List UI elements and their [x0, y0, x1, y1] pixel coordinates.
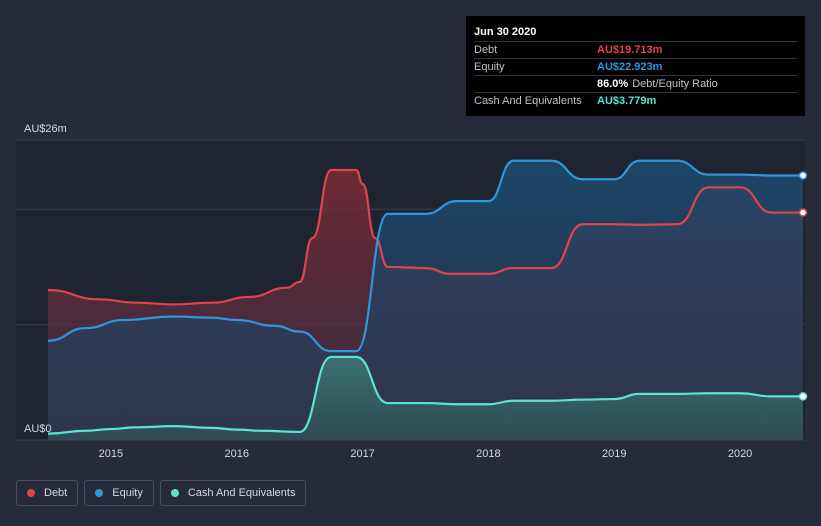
- end-dot-cash: [798, 392, 808, 401]
- tooltip-value-equity: AU$22.923m: [597, 61, 663, 73]
- legend: Debt Equity Cash And Equivalents: [16, 480, 307, 506]
- tooltip-value-ratio: 86.0%: [597, 78, 629, 90]
- tooltip-row-cash: Cash And Equivalents AU$3.779m: [474, 92, 797, 109]
- line-cash: [47, 355, 803, 435]
- x-tick-label: 2015: [99, 448, 123, 460]
- legend-dot-cash: [170, 489, 179, 497]
- x-tick-label: 2019: [602, 448, 626, 460]
- tooltip-label-equity: Equity: [474, 61, 505, 73]
- tooltip-label-debt: Debt: [474, 44, 498, 56]
- legend-dot-equity: [95, 489, 104, 497]
- legend-item-cash[interactable]: Cash And Equivalents: [159, 480, 307, 506]
- x-tick-label: 2020: [728, 448, 752, 460]
- x-tick-label: 2018: [476, 448, 500, 460]
- y-tick-label-top: AU$26m: [24, 123, 67, 135]
- end-dot-equity: [798, 171, 808, 180]
- legend-item-equity[interactable]: Equity: [84, 480, 154, 506]
- y-tick-label-bottom: AU$0: [24, 423, 52, 435]
- tooltip-value-cash: AU$3.779m: [597, 95, 657, 107]
- tooltip-label-ratio: [474, 76, 597, 92]
- legend-dot-debt: [27, 489, 35, 497]
- line-debt: [47, 168, 803, 306]
- legend-label-equity: Equity: [112, 487, 143, 499]
- tooltip-ratio-suffix: Debt/Equity Ratio: [632, 78, 718, 90]
- x-tick-label: 2016: [225, 448, 249, 460]
- tooltip-row-ratio: 86.0% Debt/Equity Ratio: [474, 75, 797, 92]
- x-tick-label: 2017: [350, 448, 374, 460]
- tooltip-date: Jun 30 2020: [474, 26, 537, 38]
- legend-label-debt: Debt: [44, 487, 68, 499]
- area-equity: [48, 160, 803, 440]
- legend-item-debt[interactable]: Debt: [16, 480, 79, 506]
- legend-label-cash: Cash And Equivalents: [187, 487, 296, 499]
- end-dot-debt: [798, 208, 808, 217]
- tooltip-panel: Jun 30 2020 Debt AU$19.713m Equity AU$22…: [466, 16, 805, 116]
- tooltip-row-debt: Debt AU$19.713m: [474, 41, 797, 58]
- tooltip-row-equity: Equity AU$22.923m: [474, 58, 797, 75]
- tooltip-value-debt: AU$19.713m: [597, 44, 663, 56]
- tooltip-label-cash: Cash And Equivalents: [474, 95, 582, 107]
- line-equity: [47, 159, 803, 353]
- area-cash: [48, 356, 803, 440]
